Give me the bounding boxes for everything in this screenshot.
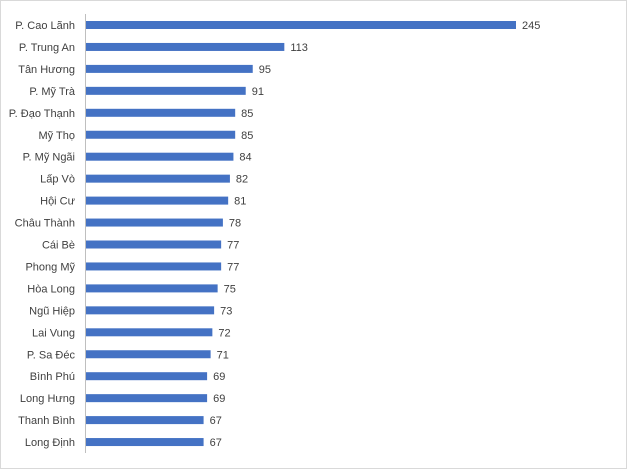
value-label-17: 69 — [213, 393, 225, 405]
category-label-0: P. Cao Lãnh — [15, 20, 75, 32]
bars-group — [86, 21, 516, 447]
value-label-2: 95 — [259, 64, 271, 76]
bar-12 — [86, 284, 218, 293]
bar-8 — [86, 196, 229, 205]
bar-15 — [86, 350, 211, 359]
value-label-13: 73 — [220, 305, 232, 317]
value-label-6: 84 — [239, 152, 251, 164]
category-label-1: P. Trung An — [19, 42, 75, 54]
value-label-5: 85 — [241, 130, 253, 142]
category-labels-group: P. Cao Lãnh P. Trung An Tân Hương P. Mỹ Trà… — [9, 20, 76, 449]
value-label-9: 78 — [229, 218, 241, 230]
bar-2 — [86, 64, 253, 73]
bar-1 — [86, 42, 285, 51]
category-label-8: Hội Cư — [40, 196, 76, 208]
bar-3 — [86, 86, 246, 95]
category-label-13: Ngũ Hiệp — [29, 305, 75, 317]
bar-19 — [86, 438, 204, 447]
value-label-12: 75 — [224, 283, 236, 295]
value-labels-group: 245 113 95 91 85 85 84 82 81 78 77 77 75 73 72 71 69 69 67… — [210, 20, 541, 449]
category-label-10: Cái Bè — [42, 240, 75, 252]
category-label-7: Lấp Vò — [40, 174, 75, 186]
bar-7 — [86, 174, 230, 183]
category-label-4: P. Đạo Thạnh — [9, 108, 75, 120]
bar-5 — [86, 130, 236, 139]
value-label-8: 81 — [234, 196, 246, 208]
category-label-19: Long Định — [25, 437, 75, 449]
value-label-1: 113 — [290, 42, 308, 54]
value-label-18: 67 — [210, 415, 222, 427]
bar-18 — [86, 416, 204, 425]
category-label-14: Lai Vung — [32, 327, 75, 339]
value-label-4: 85 — [241, 108, 253, 120]
bar-0 — [86, 21, 516, 29]
category-label-12: Hòa Long — [27, 283, 75, 295]
bar-17 — [86, 394, 208, 403]
bar-16 — [86, 372, 208, 381]
category-label-9: Châu Thành — [15, 218, 75, 230]
bar-13 — [86, 306, 215, 315]
category-label-6: P. Mỹ Ngãi — [23, 152, 75, 164]
bar-4 — [86, 108, 236, 117]
value-label-7: 82 — [236, 174, 248, 186]
category-label-5: Mỹ Thọ — [39, 130, 75, 142]
value-label-3: 91 — [252, 86, 264, 98]
value-label-16: 69 — [213, 371, 225, 383]
bar-14 — [86, 328, 213, 337]
bar-6 — [86, 152, 234, 161]
category-label-18: Thanh Bình — [18, 415, 75, 427]
bar-11 — [86, 262, 222, 271]
value-label-10: 77 — [227, 240, 239, 252]
category-label-3: P. Mỹ Trà — [29, 86, 76, 98]
value-label-14: 72 — [218, 327, 230, 339]
category-label-11: Phong Mỹ — [25, 261, 75, 273]
value-label-15: 71 — [217, 349, 229, 361]
value-label-19: 67 — [210, 437, 222, 449]
bar-10 — [86, 240, 222, 249]
category-label-16: Bình Phú — [30, 371, 75, 383]
value-label-0: 245 — [522, 20, 540, 32]
category-label-15: P. Sa Đéc — [27, 349, 76, 361]
category-label-2: Tân Hương — [18, 64, 75, 76]
bar-9 — [86, 218, 223, 227]
value-label-11: 77 — [227, 261, 239, 273]
category-label-17: Long Hưng — [20, 393, 75, 405]
